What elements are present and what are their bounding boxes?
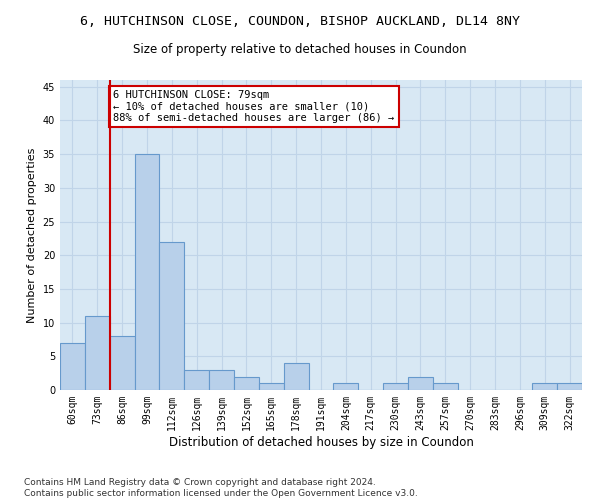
Bar [433, 384, 458, 390]
Bar [284, 363, 308, 390]
Bar [60, 343, 85, 390]
Y-axis label: Number of detached properties: Number of detached properties [27, 148, 37, 322]
Bar [383, 384, 408, 390]
Bar [134, 154, 160, 390]
Bar [209, 370, 234, 390]
Bar [259, 384, 284, 390]
Bar [334, 384, 358, 390]
Bar [532, 384, 557, 390]
Bar [557, 384, 582, 390]
Bar [160, 242, 184, 390]
Text: 6 HUTCHINSON CLOSE: 79sqm
← 10% of detached houses are smaller (10)
88% of semi-: 6 HUTCHINSON CLOSE: 79sqm ← 10% of detac… [113, 90, 395, 124]
X-axis label: Distribution of detached houses by size in Coundon: Distribution of detached houses by size … [169, 436, 473, 448]
Bar [110, 336, 134, 390]
Bar [184, 370, 209, 390]
Text: Contains HM Land Registry data © Crown copyright and database right 2024.
Contai: Contains HM Land Registry data © Crown c… [24, 478, 418, 498]
Bar [234, 376, 259, 390]
Bar [408, 376, 433, 390]
Bar [85, 316, 110, 390]
Text: Size of property relative to detached houses in Coundon: Size of property relative to detached ho… [133, 42, 467, 56]
Text: 6, HUTCHINSON CLOSE, COUNDON, BISHOP AUCKLAND, DL14 8NY: 6, HUTCHINSON CLOSE, COUNDON, BISHOP AUC… [80, 15, 520, 28]
